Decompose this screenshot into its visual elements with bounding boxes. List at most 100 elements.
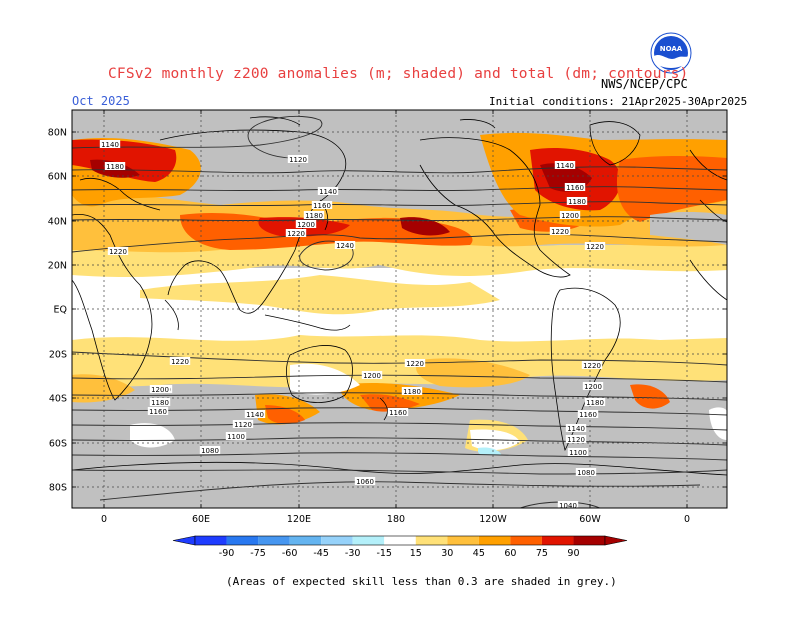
contour-label-bg bbox=[199, 446, 221, 454]
contour-label-bg bbox=[582, 382, 604, 390]
contour-label: 1140 bbox=[101, 141, 119, 149]
colorbar-swatch bbox=[258, 536, 290, 545]
colorbar-tick-label: 60 bbox=[504, 548, 516, 559]
contour-label: 1180 bbox=[151, 399, 169, 407]
contour-label-bg bbox=[303, 211, 325, 219]
contour-label: 1160 bbox=[313, 202, 331, 210]
noaa-logo-text: NOAA bbox=[660, 45, 683, 53]
lon-label: 180 bbox=[387, 514, 405, 525]
contour-label-bg bbox=[564, 183, 586, 191]
lon-label: 120W bbox=[479, 514, 507, 525]
coastlines bbox=[72, 116, 727, 476]
colorbar-tick-label: -90 bbox=[219, 548, 235, 559]
contour-label: 1100 bbox=[569, 449, 587, 457]
contour-label-bg bbox=[401, 387, 423, 395]
colorbar-tick-label: -75 bbox=[250, 548, 266, 559]
contour-label-bg bbox=[567, 448, 589, 456]
skill-footnote: (Areas of expected skill less than 0.3 a… bbox=[226, 575, 617, 588]
contour-label: 1220 bbox=[551, 228, 569, 236]
contour-label: 1160 bbox=[566, 184, 584, 192]
contour-label-bg bbox=[311, 201, 333, 209]
contour-label: 1220 bbox=[287, 230, 305, 238]
contour-label-bg bbox=[559, 211, 581, 219]
contour-label: 1160 bbox=[149, 408, 167, 416]
colorbar-tick-label: 90 bbox=[567, 548, 579, 559]
colorbar-swatch bbox=[195, 536, 227, 545]
initial-conditions: Initial conditions: 21Apr2025-30Apr2025 bbox=[489, 95, 748, 108]
latitude-labels: 80N 60N 40N 20N EQ 20S 40S 60S 80S bbox=[48, 128, 67, 494]
colorbar-swatch bbox=[289, 536, 322, 545]
contour-label: 1120 bbox=[234, 421, 252, 429]
contour-label: 1140 bbox=[246, 411, 264, 419]
contour-label-bg bbox=[554, 161, 576, 169]
contour-label: 1180 bbox=[305, 212, 323, 220]
colorbar-swatch bbox=[384, 536, 416, 545]
contour-label-bg bbox=[285, 229, 307, 237]
lat-label: 80N bbox=[48, 128, 67, 139]
longitude-labels: 0 60E 120E 180 120W 60W 0 bbox=[101, 514, 690, 525]
colorbar-right-arrow bbox=[604, 535, 628, 546]
colorbar-tick-label: -15 bbox=[376, 548, 392, 559]
contour-label: 1160 bbox=[579, 411, 597, 419]
contour-label-bg bbox=[334, 241, 356, 249]
lon-label: 60W bbox=[579, 514, 601, 525]
lat-label: 60S bbox=[49, 439, 67, 450]
colorbar-tick-label: 45 bbox=[473, 548, 485, 559]
axis-ticks bbox=[72, 110, 727, 508]
low-skill-grey bbox=[72, 110, 727, 508]
colorbar-swatch bbox=[447, 536, 479, 545]
contour-label: 1120 bbox=[289, 156, 307, 164]
colorbar-tick-label: -30 bbox=[345, 548, 361, 559]
contour-label: 1200 bbox=[151, 386, 169, 394]
colorbar-tick-label: 75 bbox=[536, 548, 548, 559]
contour-label-bg bbox=[295, 220, 317, 228]
contour-label-bg bbox=[169, 357, 191, 365]
contour-label: 1200 bbox=[297, 221, 315, 229]
contour-label: 1220 bbox=[586, 243, 604, 251]
contour-label-bg bbox=[149, 398, 171, 406]
contour-label-bg bbox=[232, 420, 254, 428]
colorbar-swatch bbox=[352, 536, 385, 545]
lon-label: 0 bbox=[684, 514, 690, 525]
contour-label-bg bbox=[107, 247, 129, 255]
colorbar-tick-label: -45 bbox=[313, 548, 329, 559]
contour-label: 1160 bbox=[389, 409, 407, 417]
contour-label: 1140 bbox=[319, 188, 337, 196]
contour-label-bg bbox=[549, 227, 571, 235]
colorbar-swatch bbox=[226, 536, 259, 545]
contour-label: 1100 bbox=[227, 433, 245, 441]
colorbar: -90 -75 -60 -45 -30 -15 15 30 45 60 75 90 bbox=[172, 535, 628, 559]
lon-label: 60E bbox=[192, 514, 210, 525]
contour-label-bg bbox=[317, 187, 339, 195]
contour-label-bg bbox=[361, 371, 383, 379]
contour-label: 1200 bbox=[584, 383, 602, 391]
contour-label: 1040 bbox=[559, 502, 577, 510]
contour-label-bg bbox=[575, 468, 597, 476]
contour-label: 1220 bbox=[583, 362, 601, 370]
colorbar-swatch bbox=[510, 536, 542, 545]
contour-label-bg bbox=[581, 361, 603, 369]
contour-label: 1220 bbox=[109, 248, 127, 256]
contour-label-bg bbox=[565, 424, 587, 432]
contour-label: 1120 bbox=[567, 436, 585, 444]
colorbar-swatch bbox=[573, 536, 605, 545]
contour-label-bg bbox=[557, 501, 579, 508]
colorbar-swatch bbox=[541, 536, 574, 545]
contour-label-bg bbox=[565, 435, 587, 443]
contour-label: 1200 bbox=[561, 212, 579, 220]
colorbar-left-arrow bbox=[172, 535, 196, 546]
contour-label: 1180 bbox=[568, 198, 586, 206]
contour-label-bg bbox=[149, 385, 171, 393]
contour-label: 1180 bbox=[586, 399, 604, 407]
colorbar-swatch bbox=[478, 536, 511, 545]
contour-label: 1140 bbox=[556, 162, 574, 170]
lon-label: 120E bbox=[287, 514, 311, 525]
colorbar-swatch bbox=[321, 536, 353, 545]
contour-label: 1140 bbox=[567, 425, 585, 433]
agency-label: NWS/NCEP/CPC bbox=[601, 77, 688, 91]
colorbar-tick-label: 30 bbox=[441, 548, 453, 559]
contour-label-bg bbox=[99, 140, 121, 148]
contour-label-bg bbox=[287, 155, 309, 163]
colorbar-tick-label: 15 bbox=[410, 548, 422, 559]
